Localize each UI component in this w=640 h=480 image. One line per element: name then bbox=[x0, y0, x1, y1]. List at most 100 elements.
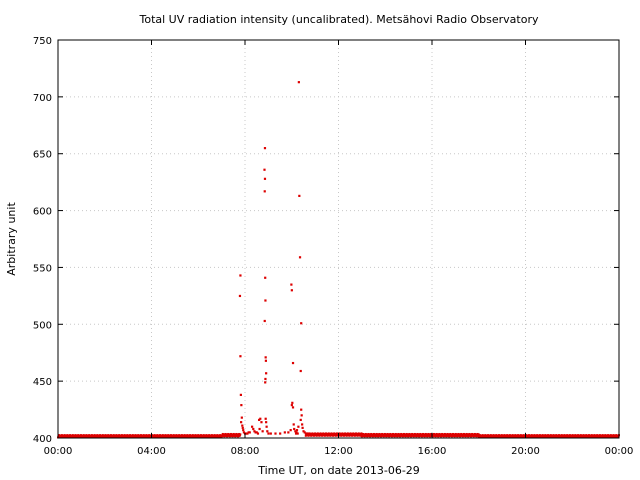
baseline-point bbox=[89, 434, 92, 437]
baseline-point bbox=[536, 434, 539, 437]
baseline-point bbox=[64, 434, 67, 437]
baseline-point bbox=[78, 434, 81, 437]
x-tick-label: 04:00 bbox=[137, 446, 166, 457]
baseline-point bbox=[507, 434, 510, 437]
baseline-point bbox=[409, 433, 412, 436]
data-point bbox=[265, 425, 268, 428]
data-point bbox=[292, 423, 295, 426]
data-point bbox=[246, 432, 249, 435]
baseline-point bbox=[432, 432, 435, 435]
baseline-point bbox=[397, 432, 400, 435]
baseline-point bbox=[357, 432, 360, 435]
data-point bbox=[239, 355, 242, 358]
baseline-point bbox=[477, 433, 480, 436]
baseline-point bbox=[90, 434, 93, 437]
baseline-point bbox=[540, 434, 543, 437]
baseline-point bbox=[115, 434, 118, 437]
baseline-point bbox=[518, 434, 521, 437]
baseline-point bbox=[405, 432, 408, 435]
baseline-point bbox=[501, 434, 504, 437]
baseline-point bbox=[528, 434, 531, 437]
baseline-point bbox=[503, 434, 506, 437]
baseline-point bbox=[510, 434, 513, 437]
data-point bbox=[279, 432, 282, 435]
data-point bbox=[298, 194, 301, 197]
baseline-point bbox=[67, 434, 70, 437]
baseline-point bbox=[390, 433, 393, 436]
baseline-point bbox=[586, 434, 589, 437]
baseline-point bbox=[389, 432, 392, 435]
baseline-point bbox=[353, 432, 356, 435]
data-point bbox=[283, 431, 286, 434]
baseline-point bbox=[613, 434, 616, 437]
baseline-point bbox=[104, 434, 107, 437]
baseline-point bbox=[217, 434, 220, 437]
data-point bbox=[247, 431, 250, 434]
baseline-point bbox=[180, 434, 183, 437]
baseline-point bbox=[412, 433, 415, 436]
baseline-point bbox=[566, 434, 569, 437]
baseline-point bbox=[107, 434, 110, 437]
baseline-point bbox=[462, 432, 465, 435]
baseline-point bbox=[229, 432, 232, 435]
chart-title: Total UV radiation intensity (uncalibrat… bbox=[139, 13, 539, 26]
baseline-point bbox=[436, 433, 439, 436]
data-point bbox=[263, 168, 266, 171]
baseline-point bbox=[594, 434, 597, 437]
baseline-point bbox=[468, 432, 471, 435]
baseline-point bbox=[609, 434, 612, 437]
baseline-point bbox=[311, 432, 314, 435]
x-tick-label: 08:00 bbox=[231, 446, 260, 457]
baseline-point bbox=[160, 434, 163, 437]
baseline-point bbox=[419, 432, 422, 435]
data-point bbox=[263, 319, 266, 323]
baseline-point bbox=[515, 434, 518, 437]
baseline-point bbox=[189, 434, 192, 437]
baseline-point bbox=[205, 434, 208, 437]
baseline-point bbox=[156, 434, 159, 437]
baseline-point bbox=[469, 433, 472, 436]
data-point bbox=[239, 274, 242, 277]
baseline-point bbox=[574, 434, 577, 437]
baseline-point bbox=[382, 433, 385, 436]
baseline-point bbox=[198, 434, 201, 437]
baseline-point bbox=[184, 434, 187, 437]
baseline-point bbox=[555, 434, 558, 437]
baseline-point bbox=[526, 434, 529, 437]
baseline-point bbox=[439, 433, 442, 436]
baseline-point bbox=[529, 434, 532, 437]
baseline-point bbox=[69, 434, 72, 437]
baseline-point bbox=[97, 434, 100, 437]
baseline-point bbox=[435, 432, 438, 435]
baseline-point bbox=[372, 432, 375, 435]
baseline-point bbox=[616, 434, 619, 437]
baseline-point bbox=[201, 434, 204, 437]
baseline-point bbox=[365, 433, 368, 436]
baseline-point bbox=[360, 432, 363, 435]
data-point bbox=[299, 369, 302, 373]
baseline-point bbox=[142, 434, 145, 437]
baseline-point bbox=[152, 434, 155, 437]
data-point bbox=[291, 406, 295, 409]
data-point bbox=[264, 276, 267, 279]
baseline-point bbox=[143, 434, 146, 437]
baseline-point bbox=[520, 434, 523, 437]
baseline-point bbox=[213, 434, 216, 437]
baseline-point bbox=[66, 434, 69, 437]
baseline-point bbox=[570, 434, 573, 437]
baseline-point bbox=[420, 433, 423, 436]
data-point bbox=[303, 431, 306, 434]
baseline-point bbox=[383, 432, 386, 435]
baseline-point bbox=[138, 434, 141, 437]
baseline-point bbox=[523, 434, 526, 437]
baseline-point bbox=[233, 433, 236, 436]
baseline-point bbox=[508, 434, 511, 437]
baseline-point bbox=[173, 434, 176, 437]
baseline-point bbox=[406, 433, 409, 436]
baseline-point bbox=[588, 434, 591, 437]
baseline-point bbox=[371, 433, 374, 436]
baseline-point bbox=[146, 434, 149, 437]
baseline-point bbox=[404, 433, 407, 436]
baseline-point bbox=[374, 433, 377, 436]
baseline-point bbox=[85, 434, 88, 437]
